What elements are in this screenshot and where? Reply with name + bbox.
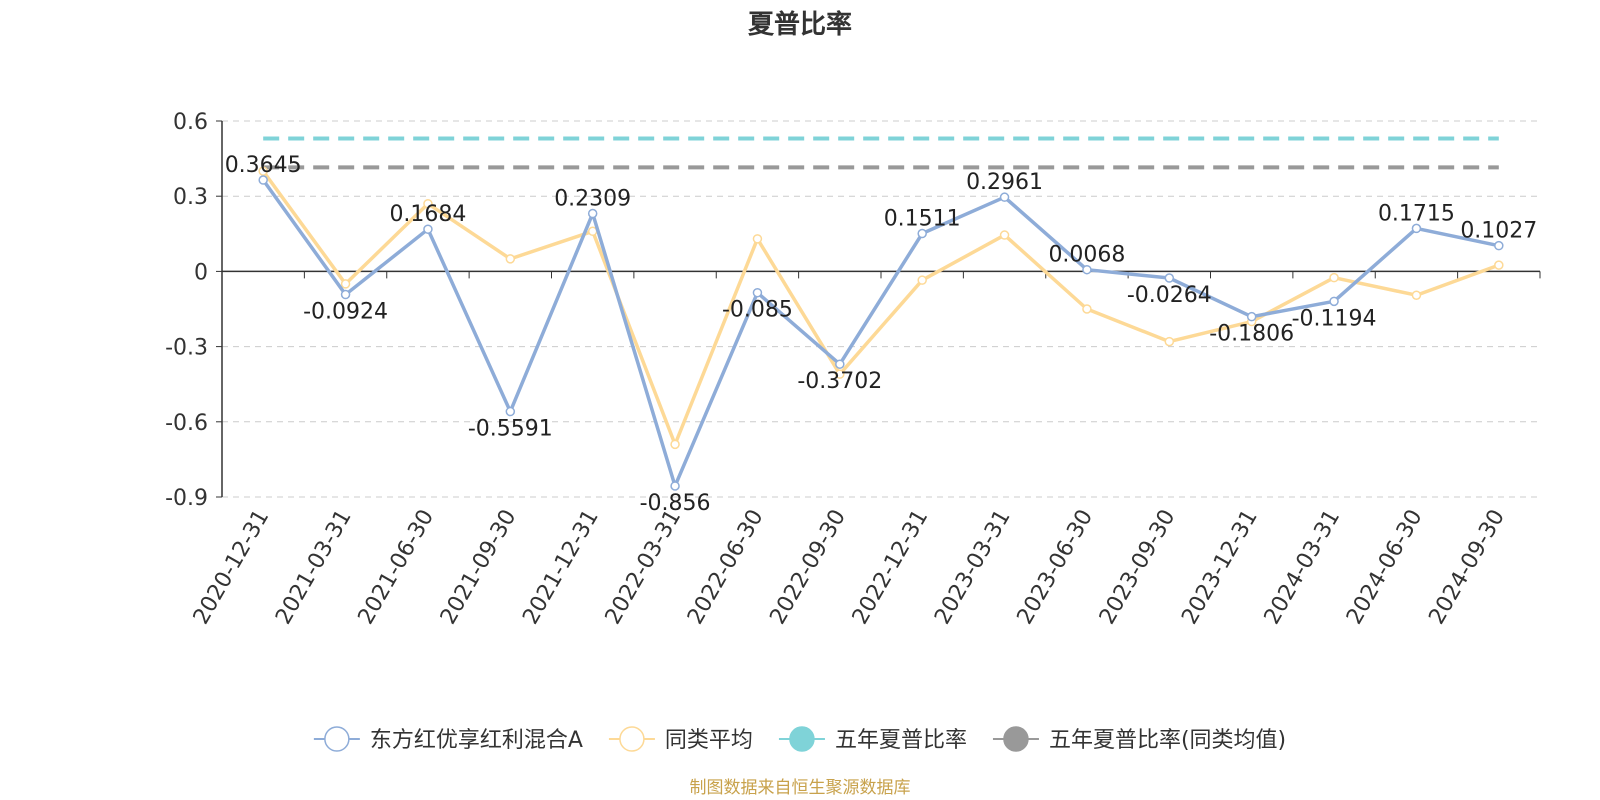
data-point [1082, 304, 1092, 314]
x-tick-label: 2023-12-31 [1177, 506, 1263, 629]
legend-item: 五年夏普比率 [778, 726, 967, 753]
x-tick-label: 2023-06-30 [1013, 506, 1099, 629]
data-point [999, 192, 1010, 202]
x-tick-label: 2022-12-31 [848, 506, 934, 629]
data-point [1164, 273, 1175, 283]
y-tick-label: -0.6 [165, 411, 208, 436]
x-tick-label: 2022-09-30 [765, 506, 851, 629]
data-point [1494, 240, 1504, 251]
legend-item: 同类平均 [608, 726, 753, 753]
data-point [1494, 260, 1504, 270]
legend-marker [619, 726, 645, 752]
y-tick-label: 0.3 [173, 185, 208, 210]
series-line [261, 179, 1500, 488]
data-label: -0.0924 [303, 300, 388, 325]
y-tick-label: 0 [194, 260, 208, 285]
x-tick-label: 2021-12-31 [518, 506, 604, 629]
data-label: -0.3702 [797, 369, 882, 394]
data-point [835, 359, 845, 369]
data-point [1246, 311, 1257, 322]
data-label: 0.0068 [1048, 243, 1125, 268]
legend-item: 五年夏普比率(同类均值) [992, 726, 1286, 753]
data-label: -0.856 [640, 491, 711, 516]
x-tick-label: 2024-03-31 [1260, 506, 1346, 629]
data-labels: 0.3645 -0.0924 0.1684 -0.5591 0.2309 -0.856 -0… [225, 153, 1538, 516]
data-point [258, 175, 268, 185]
data-point [917, 228, 927, 239]
data-point [505, 406, 516, 417]
legend-label: 五年夏普比率(同类均值) [1049, 728, 1286, 753]
legend: 东方红优享红利混合A 同类平均 五年夏普比率 五年夏普比率(同类均值) [313, 726, 1286, 753]
data-label: 0.3645 [225, 153, 302, 178]
data-point [1411, 223, 1422, 234]
legend-item: 东方红优享红利混合A [313, 726, 583, 753]
data-label: -0.1194 [1292, 306, 1377, 331]
y-tick-label: 0.6 [173, 110, 208, 135]
chart-title: 夏普比率 [748, 9, 852, 40]
x-tick-label: 2021-03-31 [271, 506, 357, 629]
data-label: 0.1027 [1460, 219, 1537, 244]
data-label: 0.2961 [966, 170, 1043, 195]
legend-label: 东方红优享红利混合A [370, 728, 583, 753]
data-point [752, 234, 763, 244]
data-point [1164, 336, 1175, 347]
legend-marker [789, 726, 815, 752]
x-tick-label: 2024-06-30 [1342, 506, 1428, 629]
data-point [670, 439, 680, 450]
x-tick-label: 2022-03-31 [601, 506, 687, 629]
data-point [505, 254, 516, 264]
x-tick-label: 2021-09-30 [436, 506, 522, 629]
data-point [587, 208, 598, 219]
legend-label: 五年夏普比率 [835, 728, 967, 753]
data-point [423, 198, 433, 209]
reference-lines [263, 136, 1499, 170]
data-point [1082, 264, 1092, 275]
legend-label: 同类平均 [665, 728, 753, 753]
x-tick-label: 2021-06-30 [354, 506, 440, 629]
data-label: 0.1684 [389, 202, 466, 227]
data-point [1411, 290, 1422, 300]
data-label: 0.1715 [1378, 201, 1455, 226]
series-lines [258, 166, 1504, 491]
x-tick-label: 2023-03-31 [930, 506, 1016, 629]
x-tick-label: 2022-06-30 [683, 506, 769, 629]
data-label: -0.5591 [468, 417, 553, 442]
series-line [261, 170, 1500, 447]
data-label: -0.0264 [1127, 283, 1212, 308]
data-point [999, 230, 1010, 240]
data-point [917, 275, 927, 285]
x-tick-label: 2020-12-31 [189, 506, 275, 629]
data-point [258, 166, 268, 176]
data-label: -0.085 [722, 298, 793, 323]
data-point [670, 481, 680, 491]
data-point [1329, 296, 1339, 307]
data-point [1329, 272, 1339, 283]
y-tick-label: -0.9 [165, 486, 208, 511]
data-point [752, 287, 763, 298]
data-point [835, 369, 845, 379]
data-label: -0.1806 [1209, 322, 1294, 347]
x-tick-label: 2024-09-30 [1424, 506, 1510, 629]
legend-marker [1003, 726, 1029, 752]
data-label: 0.2309 [554, 187, 631, 212]
data-point [340, 289, 351, 300]
data-point [423, 224, 433, 234]
y-tick-label: -0.3 [165, 336, 208, 361]
legend-marker [324, 726, 350, 752]
x-tick-label: 2023-09-30 [1095, 506, 1181, 629]
data-point [340, 279, 351, 289]
source-note: 制图数据来自恒生聚源数据库 [690, 778, 911, 798]
data-label: 0.1511 [884, 207, 961, 232]
